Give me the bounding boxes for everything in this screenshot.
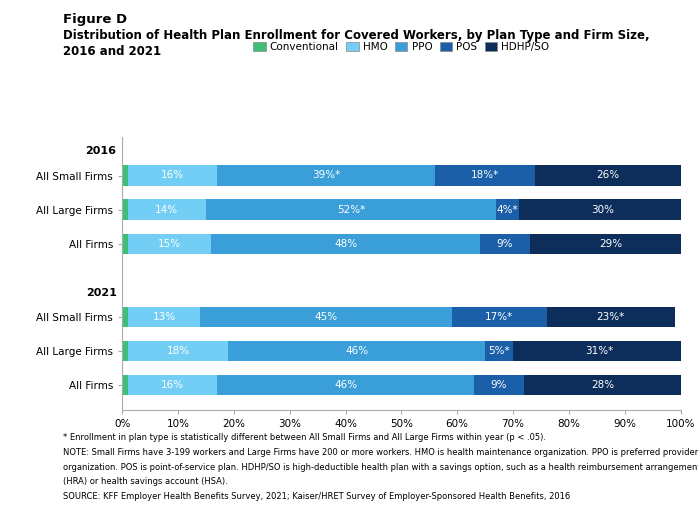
Bar bbox=[485, 341, 513, 361]
Bar bbox=[122, 165, 128, 186]
Text: 46%: 46% bbox=[334, 380, 357, 390]
Bar bbox=[122, 341, 128, 361]
Bar bbox=[211, 234, 480, 254]
Text: 28%: 28% bbox=[591, 380, 614, 390]
Bar bbox=[519, 200, 686, 220]
Bar bbox=[228, 341, 485, 361]
Bar bbox=[480, 234, 530, 254]
Bar bbox=[535, 165, 681, 186]
Text: 14%: 14% bbox=[155, 205, 179, 215]
Bar bbox=[128, 200, 206, 220]
Text: 9%: 9% bbox=[491, 380, 507, 390]
Bar bbox=[496, 200, 519, 220]
Bar bbox=[530, 234, 692, 254]
Text: 45%: 45% bbox=[314, 312, 338, 322]
Bar bbox=[474, 375, 524, 395]
Bar bbox=[128, 375, 217, 395]
Text: 9%: 9% bbox=[496, 239, 513, 249]
Text: 46%: 46% bbox=[345, 346, 369, 356]
Text: 39%*: 39%* bbox=[312, 171, 340, 181]
Text: 17%*: 17%* bbox=[485, 312, 513, 322]
Text: 4%*: 4%* bbox=[497, 205, 518, 215]
Bar bbox=[217, 375, 474, 395]
Bar bbox=[524, 375, 681, 395]
Bar bbox=[547, 307, 675, 327]
Text: Figure D: Figure D bbox=[63, 13, 127, 26]
Text: 30%: 30% bbox=[591, 205, 614, 215]
Text: 16%: 16% bbox=[161, 171, 184, 181]
Text: 2016: 2016 bbox=[86, 146, 117, 156]
Text: 13%: 13% bbox=[152, 312, 176, 322]
Bar bbox=[128, 341, 228, 361]
Text: 31%*: 31%* bbox=[586, 346, 614, 356]
Text: 52%*: 52%* bbox=[337, 205, 365, 215]
Legend: Conventional, HMO, PPO, POS, HDHP/SO: Conventional, HMO, PPO, POS, HDHP/SO bbox=[249, 38, 554, 56]
Text: 29%: 29% bbox=[599, 239, 623, 249]
Bar bbox=[128, 234, 211, 254]
Bar bbox=[122, 234, 128, 254]
Text: SOURCE: KFF Employer Health Benefits Survey, 2021; Kaiser/HRET Survey of Employe: SOURCE: KFF Employer Health Benefits Sur… bbox=[63, 492, 570, 501]
Bar bbox=[217, 165, 435, 186]
Text: 23%*: 23%* bbox=[597, 312, 625, 322]
Bar bbox=[122, 200, 128, 220]
Text: 15%: 15% bbox=[158, 239, 181, 249]
Text: (HRA) or health savings account (HSA).: (HRA) or health savings account (HSA). bbox=[63, 477, 228, 486]
Bar bbox=[206, 200, 496, 220]
Bar bbox=[122, 307, 128, 327]
Text: Distribution of Health Plan Enrollment for Covered Workers, by Plan Type and Fir: Distribution of Health Plan Enrollment f… bbox=[63, 29, 649, 42]
Text: 2016 and 2021: 2016 and 2021 bbox=[63, 45, 161, 58]
Text: 26%: 26% bbox=[596, 171, 620, 181]
Bar bbox=[452, 307, 547, 327]
Bar bbox=[435, 165, 535, 186]
Text: 2021: 2021 bbox=[86, 288, 117, 298]
Bar bbox=[128, 165, 217, 186]
Text: 48%: 48% bbox=[334, 239, 357, 249]
Bar bbox=[513, 341, 686, 361]
Text: * Enrollment in plan type is statistically different between All Small Firms and: * Enrollment in plan type is statistical… bbox=[63, 433, 546, 442]
Text: 16%: 16% bbox=[161, 380, 184, 390]
Text: 5%*: 5%* bbox=[489, 346, 510, 356]
Bar bbox=[128, 307, 200, 327]
Bar bbox=[200, 307, 452, 327]
Text: organization. POS is point-of-service plan. HDHP/SO is high-deductible health pl: organization. POS is point-of-service pl… bbox=[63, 463, 698, 471]
Bar bbox=[122, 375, 128, 395]
Text: 18%: 18% bbox=[166, 346, 190, 356]
Text: NOTE: Small Firms have 3-199 workers and Large Firms have 200 or more workers. H: NOTE: Small Firms have 3-199 workers and… bbox=[63, 448, 698, 457]
Text: 18%*: 18%* bbox=[471, 171, 499, 181]
